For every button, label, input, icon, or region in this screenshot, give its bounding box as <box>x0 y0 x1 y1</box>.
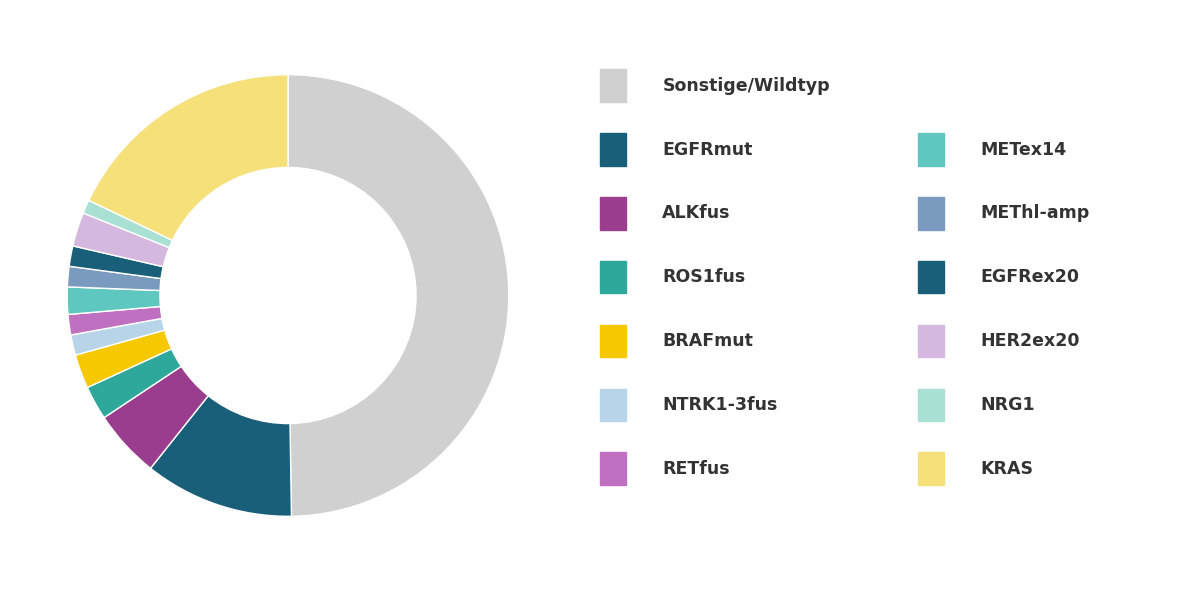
Text: EGFRmut: EGFRmut <box>662 141 752 158</box>
Wedge shape <box>104 366 209 468</box>
Wedge shape <box>288 74 509 517</box>
Text: METhl-amp: METhl-amp <box>980 204 1090 222</box>
Text: RETfus: RETfus <box>662 460 730 478</box>
Wedge shape <box>67 267 161 291</box>
Wedge shape <box>83 200 173 248</box>
Wedge shape <box>76 330 172 388</box>
Wedge shape <box>73 213 169 267</box>
Text: METex14: METex14 <box>980 141 1067 158</box>
Wedge shape <box>150 396 292 517</box>
Text: ROS1fus: ROS1fus <box>662 268 745 286</box>
Wedge shape <box>71 319 164 355</box>
Wedge shape <box>68 307 162 335</box>
Wedge shape <box>70 246 163 278</box>
Text: HER2ex20: HER2ex20 <box>980 332 1080 350</box>
Text: BRAFmut: BRAFmut <box>662 332 754 350</box>
Text: Sonstige/Wildtyp: Sonstige/Wildtyp <box>662 77 830 95</box>
Text: KRAS: KRAS <box>980 460 1033 478</box>
Wedge shape <box>88 349 181 418</box>
Wedge shape <box>89 74 288 241</box>
Text: NTRK1-3fus: NTRK1-3fus <box>662 396 778 414</box>
Wedge shape <box>67 287 161 314</box>
Text: ALKfus: ALKfus <box>662 204 731 222</box>
Text: NRG1: NRG1 <box>980 396 1036 414</box>
Text: EGFRex20: EGFRex20 <box>980 268 1080 286</box>
